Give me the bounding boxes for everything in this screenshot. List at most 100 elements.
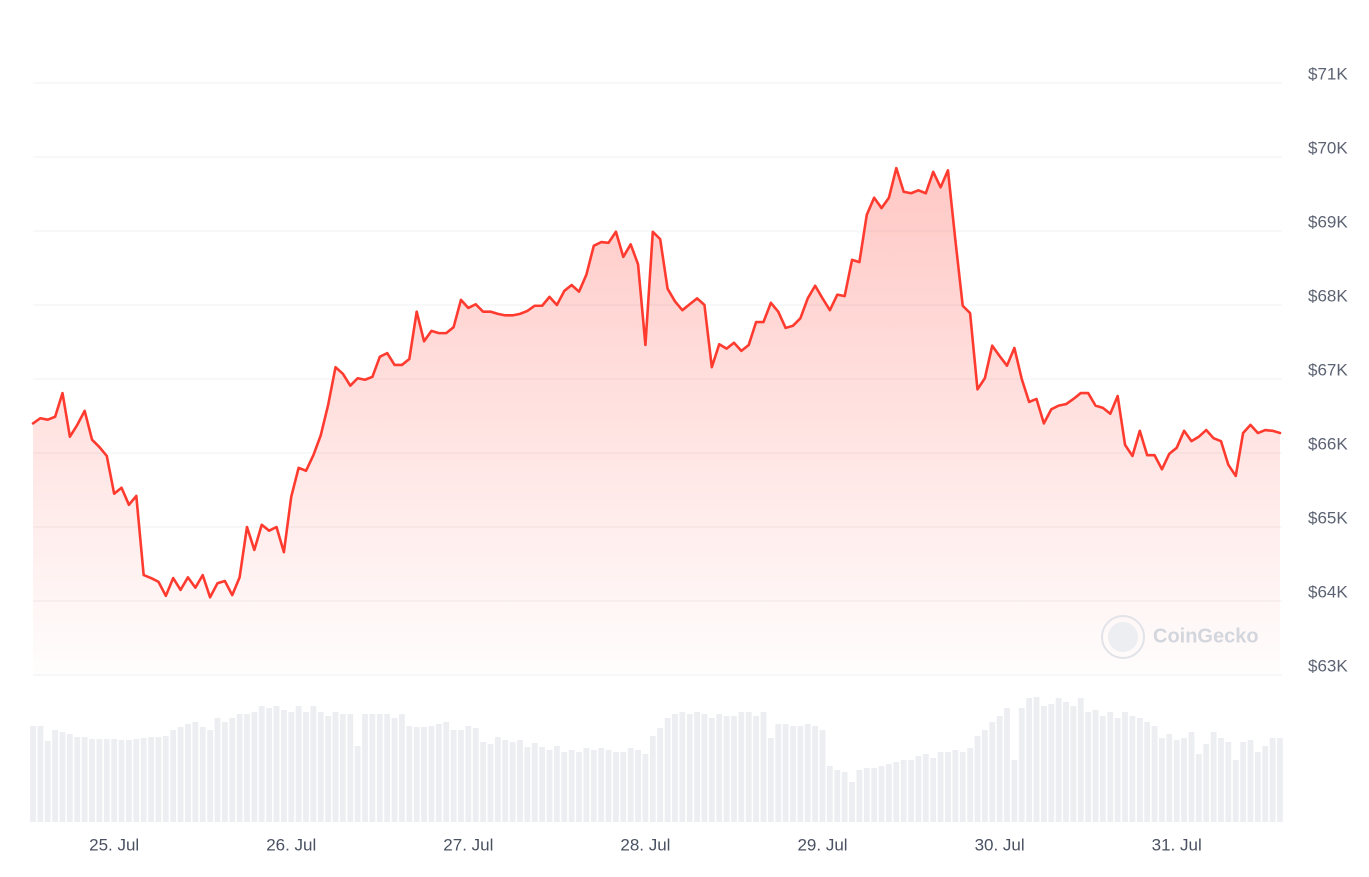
volume-bar [908, 760, 914, 822]
volume-bar [258, 706, 265, 822]
volume-bar [1114, 718, 1121, 822]
price-series [31, 166, 1282, 675]
volume-bar [642, 754, 649, 822]
watermark-logo-inner [1108, 622, 1138, 652]
volume-bar [37, 726, 44, 822]
volume-bar [118, 740, 125, 822]
volume-bar [192, 722, 199, 822]
watermark: CoinGecko [1101, 615, 1259, 659]
volume-bar [1018, 708, 1025, 822]
volume-bar [384, 714, 391, 822]
volume-bar [797, 726, 804, 822]
volume-bar [1247, 740, 1254, 822]
x-tick-label: 28. Jul [620, 835, 670, 854]
volume-bar [295, 706, 302, 822]
volume-bar [406, 726, 413, 822]
volume-bar [657, 728, 664, 822]
volume-bar [841, 772, 848, 822]
volume-bar [915, 756, 922, 822]
volume-bar [886, 764, 892, 822]
volume-bar [465, 726, 472, 822]
volume-bar [945, 752, 951, 822]
price-area [33, 168, 1280, 675]
y-tick-label: $66K [1308, 434, 1348, 453]
volume-bar [1100, 716, 1106, 822]
volume-bar [856, 770, 863, 822]
volume-bar [1085, 712, 1092, 822]
volume-bar [1063, 702, 1069, 822]
volume-bar [325, 716, 332, 822]
volume-bar [494, 737, 501, 822]
volume-bar [1254, 752, 1261, 822]
volume-bar [266, 708, 273, 822]
volume-bar [738, 712, 745, 822]
volume-bar [716, 714, 723, 822]
x-tick-label: 30. Jul [975, 835, 1025, 854]
volume-bar [760, 712, 767, 822]
volume-bar [310, 706, 317, 822]
volume-bar [244, 714, 250, 822]
volume-bar [1077, 698, 1084, 822]
volume-bar [981, 730, 988, 822]
volume-bar [502, 740, 509, 822]
volume-bar [1055, 698, 1062, 822]
volume-bar [1166, 734, 1173, 822]
volume-bar [450, 730, 457, 822]
volume-bar [893, 762, 900, 822]
volume-bar [598, 748, 605, 822]
volume-bar [288, 712, 295, 822]
volume-bar [30, 726, 36, 822]
volume-bar [89, 739, 95, 822]
volume-bar [1011, 760, 1018, 822]
volume-bar [59, 732, 66, 822]
volume-bar [413, 727, 420, 822]
volume-bar [1070, 706, 1077, 822]
volume-bar [280, 710, 287, 822]
volume-bar [863, 768, 870, 822]
volume-bar [81, 737, 88, 822]
volume-bar [782, 724, 789, 822]
volume-bar [686, 714, 693, 822]
volume-bar [1232, 760, 1239, 822]
volume-bar [480, 742, 486, 822]
volume-bar [649, 736, 656, 822]
volume-bar [834, 770, 841, 822]
volume-bar [1026, 698, 1033, 822]
volume-bar [111, 739, 118, 822]
x-tick-label: 29. Jul [797, 835, 847, 854]
volume-bar [126, 740, 132, 822]
volume-bar [605, 750, 612, 822]
volume-bar [399, 714, 405, 822]
y-tick-label: $65K [1308, 508, 1348, 527]
volume-bar [376, 714, 383, 822]
volume-bar [214, 718, 221, 822]
volume-bar [369, 714, 376, 822]
y-tick-label: $67K [1308, 360, 1348, 379]
volume-bar [273, 706, 280, 822]
volume-bar [804, 724, 811, 822]
volume-bar [472, 728, 479, 822]
volume-bar [922, 754, 929, 822]
x-tick-label: 31. Jul [1152, 835, 1202, 854]
volume-bar [148, 737, 154, 822]
x-tick-label: 25. Jul [89, 835, 139, 854]
volume-bar [96, 739, 103, 822]
watermark-logo [1101, 615, 1145, 659]
volume-bar [1277, 738, 1283, 822]
x-tick-label: 26. Jul [266, 835, 316, 854]
volume-bar [1144, 722, 1151, 822]
volume-bar [362, 714, 368, 822]
y-tick-label: $70K [1308, 138, 1348, 157]
volume-bar [790, 726, 796, 822]
volume-bar [1225, 742, 1232, 822]
volume-bar [819, 730, 826, 822]
volume-bar [812, 726, 819, 822]
volume-bar [1188, 732, 1195, 822]
volume-bar [568, 750, 575, 822]
y-tick-label: $64K [1308, 582, 1348, 601]
volume-bar [952, 750, 959, 822]
volume-bar [583, 748, 590, 822]
volume-bar [679, 712, 686, 822]
volume-bar [487, 744, 494, 822]
volume-bar [517, 740, 523, 822]
